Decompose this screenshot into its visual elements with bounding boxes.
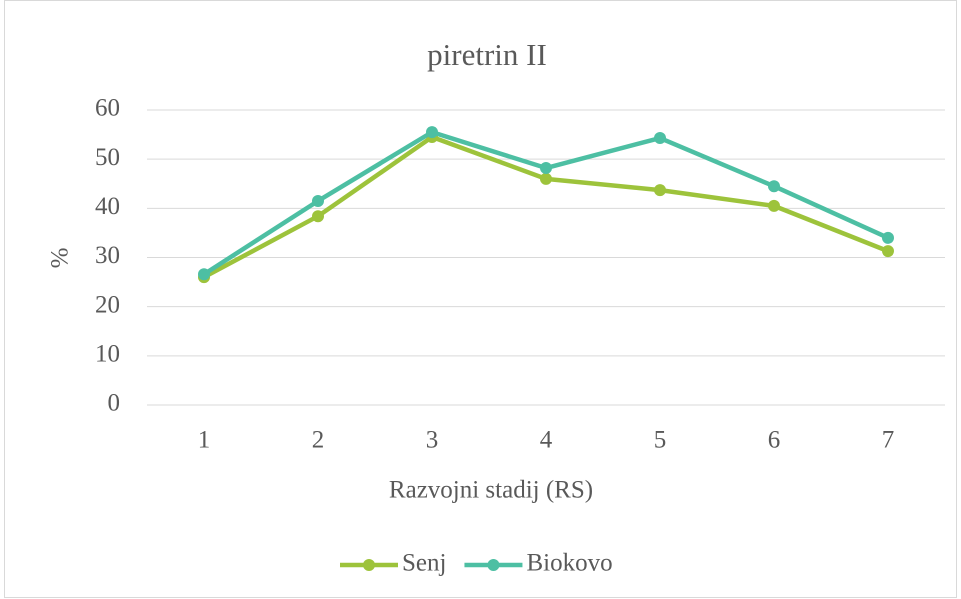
point (198, 268, 210, 281)
x-tick-label: 1 (198, 427, 211, 454)
chart-title: piretrin II (427, 37, 547, 72)
y-tick-label: 50 (95, 144, 120, 171)
point (768, 199, 780, 212)
y-tick-label: 10 (95, 341, 120, 368)
point (312, 210, 324, 223)
x-tick-label: 7 (882, 427, 895, 454)
point (426, 126, 438, 139)
point (768, 180, 780, 193)
x-axis-title: Razvojni stadij (RS) (389, 477, 593, 504)
point (540, 172, 552, 185)
x-tick-label: 3 (426, 427, 439, 454)
point (312, 194, 324, 207)
legend-label: Biokovo (526, 550, 612, 577)
y-tick-label: 0 (108, 390, 121, 417)
point (882, 231, 894, 244)
chart-border (4, 0, 957, 598)
y-tick-label: 30 (95, 242, 120, 269)
x-tick-label: 5 (654, 427, 667, 454)
y-axis-title: % (47, 248, 74, 269)
point (540, 162, 552, 175)
point (882, 245, 894, 258)
legend-marker (363, 559, 375, 571)
legend-marker (487, 559, 500, 571)
legend-label: Senj (402, 550, 446, 577)
y-tick-label: 40 (95, 193, 120, 220)
y-tick-label: 60 (95, 95, 120, 122)
x-tick-label: 6 (768, 427, 781, 454)
x-tick-label: 2 (312, 427, 325, 454)
y-tick-label: 20 (95, 291, 120, 318)
point (654, 132, 666, 145)
x-tick-label: 4 (540, 427, 553, 454)
point (654, 184, 666, 197)
